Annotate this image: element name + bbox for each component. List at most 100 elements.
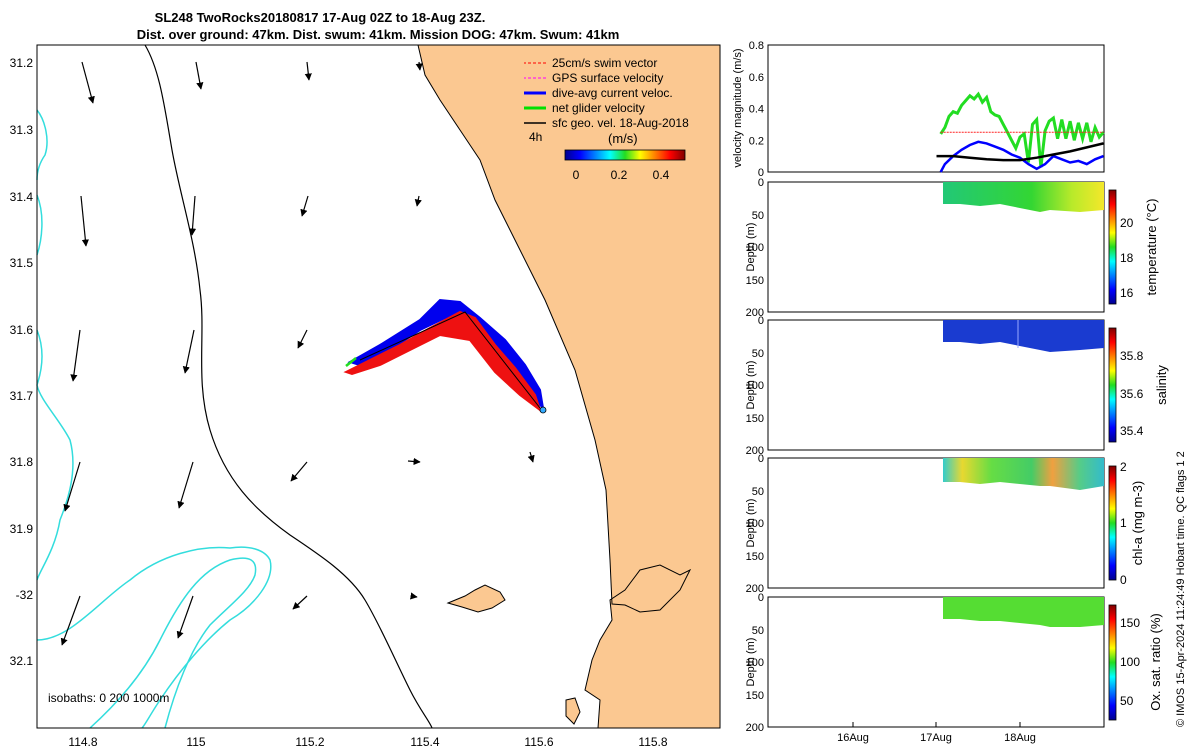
- colorbar-tick: 0.2: [611, 168, 628, 182]
- depth-tick: 0: [758, 453, 764, 465]
- salinity-colorbar-label: salinity: [1154, 365, 1169, 405]
- depth-ylabel: Depth (m): [745, 638, 757, 687]
- velocity-axes: [767, 44, 1105, 173]
- chla-colorbar-ticks: 0 1 2: [1120, 460, 1127, 587]
- sfc-arrow: [176, 595, 194, 639]
- depth-tick: 100: [746, 380, 764, 392]
- lat-tick: 31.7: [10, 389, 34, 403]
- velocity-ylabel: velocity magnitude (m/s): [732, 48, 744, 167]
- depth-tick: 200: [746, 307, 764, 319]
- velocity-ytick: 0.6: [749, 72, 764, 84]
- sfc-arrow: [290, 461, 308, 482]
- lon-tick: 114.8: [68, 735, 97, 749]
- velocity-ytick: 0.8: [749, 40, 764, 52]
- colorbar-unit: (m/s): [608, 131, 638, 146]
- depth-tick: 50: [752, 348, 764, 360]
- oxygen-colorbar-label: Ox. sat. ratio (%): [1148, 613, 1163, 711]
- time-tick: 18Aug: [1004, 732, 1036, 744]
- sfc-arrow: [177, 461, 194, 509]
- map-panel: 114.8 115 115.2 115.4 115.6 115.8 31.2 3…: [10, 44, 721, 749]
- sfc-arrow: [300, 195, 309, 217]
- sfc-arrow: [414, 195, 422, 207]
- lat-tick-labels: 31.2 31.3 31.4 31.5 31.6 31.7 31.8 31.9 …: [10, 56, 34, 668]
- chla-colorbar-label: chl-a (mg m-3): [1130, 481, 1145, 566]
- glider-track-dive-avg: [347, 298, 545, 412]
- sfc-arrow: [182, 329, 195, 374]
- sfc-arrow: [70, 329, 81, 382]
- sfc-arrow: [415, 61, 423, 71]
- velocity-series-group: [936, 91, 1105, 173]
- depth-tick: 100: [746, 657, 764, 669]
- depth-tick: 150: [746, 690, 764, 702]
- sfc-arrow: [188, 195, 197, 236]
- sfc-arrow: [407, 457, 421, 466]
- temperature-section: [943, 182, 1104, 212]
- surface-velocity-arrows: [60, 61, 535, 646]
- sfc-arrow: [297, 329, 308, 349]
- sfc-arrow: [81, 61, 95, 104]
- colorbar-tick: 0.4: [653, 168, 670, 182]
- colorbar-tick: 0: [1120, 573, 1127, 587]
- salinity-colorbar-ticks: 35.4 35.6 35.8: [1120, 349, 1144, 438]
- time-tag: 4h: [529, 130, 542, 144]
- chart-title-line1: SL248 TwoRocks20180817 17-Aug 02Z to 18-…: [155, 10, 486, 25]
- isobath-1000-b: [36, 546, 272, 729]
- velocity-series-net-glider-velocity: [939, 91, 1105, 168]
- lat-tick: 31.4: [10, 190, 34, 204]
- lat-tick: 31.2: [10, 56, 34, 70]
- velocity-series-sfc-geo-vel-: [936, 142, 1104, 162]
- velocity-ytick: 0.4: [749, 104, 764, 116]
- oxygen-ytick-labels: 0 50 100 150 200: [746, 592, 764, 734]
- glider-track-net: [345, 357, 357, 367]
- island: [446, 584, 506, 613]
- sfc-arrow: [292, 595, 308, 610]
- lon-tick: 115: [186, 735, 205, 749]
- lat-tick: 32.1: [10, 654, 34, 668]
- sfc-arrow: [60, 595, 81, 646]
- glider-track-sfc: [359, 311, 541, 409]
- lat-tick: -32: [16, 588, 34, 602]
- legend-label: GPS surface velocity: [552, 71, 663, 85]
- colorbar-tick: 35.4: [1120, 424, 1144, 438]
- depth-ylabel: Depth (m): [745, 223, 757, 272]
- isobath-200: [144, 44, 433, 729]
- legend-label: dive-avg current veloc.: [552, 86, 673, 100]
- chla-section: [943, 458, 1104, 490]
- lat-tick: 31.8: [10, 455, 34, 469]
- glider-position-marker: [539, 406, 547, 414]
- depth-ylabel: Depth (m): [745, 361, 757, 410]
- legend-label: sfc geo. vel. 18-Aug-2018: [552, 116, 689, 130]
- colorbar-tick: 100: [1120, 655, 1140, 669]
- oxygen-panel: Depth (m) 0 50 100 150 200 50 100 150 Ox…: [745, 592, 1163, 734]
- depth-tick: 150: [746, 551, 764, 563]
- lon-tick: 115.6: [524, 735, 553, 749]
- colorbar-tick: 1: [1120, 516, 1127, 530]
- sfc-arrow: [63, 461, 81, 512]
- depth-ylabel: Depth (m): [745, 499, 757, 548]
- sfc-arrow: [410, 592, 418, 600]
- oxygen-colorbar-ticks: 50 100 150: [1120, 616, 1140, 708]
- colorbar-tick: 20: [1120, 216, 1134, 230]
- sfc-arrow: [195, 61, 204, 90]
- colorbar-tick: 50: [1120, 694, 1134, 708]
- depth-tick: 200: [746, 445, 764, 457]
- velocity-series-dive-avg-current-veloc-: [939, 140, 1104, 173]
- depth-tick: 0: [758, 315, 764, 327]
- salinity-panel: Depth (m) 0 50 100 150 200 35.4 35.6 35.…: [745, 315, 1169, 457]
- colorbar-tick: 16: [1120, 286, 1134, 300]
- isobath-1000-c: [89, 557, 257, 729]
- sfc-arrow: [80, 195, 89, 247]
- salinity-section: [943, 320, 1104, 352]
- land-area: [417, 44, 721, 729]
- temperature-colorbar: [1108, 189, 1117, 305]
- isobath-note: isobaths: 0 200 1000m: [48, 691, 169, 705]
- chart-title-line2: Dist. over ground: 47km. Dist. swum: 41k…: [137, 27, 620, 42]
- depth-tick: 100: [746, 518, 764, 530]
- oxygen-section: [943, 597, 1104, 627]
- chla-ytick-labels: 0 50 100 150 200: [746, 453, 764, 595]
- colorbar-tick: 150: [1120, 616, 1140, 630]
- time-axis-labels: 16Aug 17Aug 18Aug: [837, 722, 1036, 744]
- map-colorbar: [564, 149, 686, 161]
- temperature-colorbar-ticks: 16 18 20: [1120, 216, 1134, 300]
- credit-text: © IMOS 15-Apr-2024 11:24:49 Hobart time.…: [1175, 451, 1187, 727]
